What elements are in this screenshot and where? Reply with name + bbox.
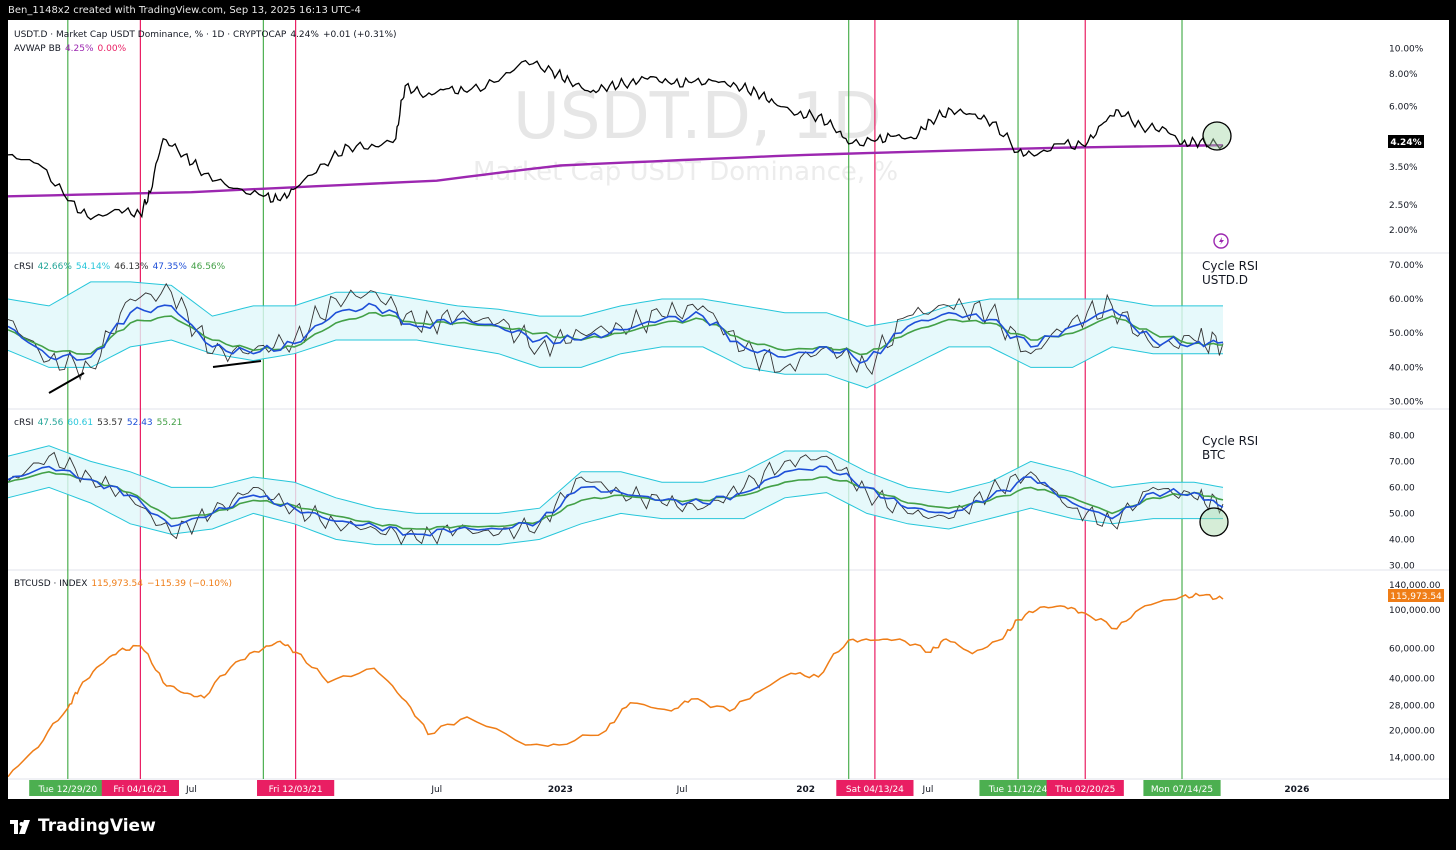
trendline-drawing[interactable]	[212, 360, 262, 368]
date-badge-label: Fri 12/03/21	[269, 785, 323, 795]
y-tick-label: 70.00	[1389, 457, 1415, 467]
y-tick-label: 30.00	[1389, 561, 1415, 571]
vertical-markers	[67, 20, 1183, 779]
date-badge	[101, 780, 179, 796]
crsi-btc-pane: 80.00 70.00 60.00 50.00 40.00 30.00	[7, 431, 1415, 571]
btc-pane: 140,000.00 100,000.00 60,000.00 40,000.00 28…	[7, 581, 1441, 778]
x-tick-label: 2023	[548, 785, 573, 795]
y-tick-label: 50.00	[1389, 509, 1415, 519]
crsi-fast-line	[7, 465, 1224, 537]
y-tick-label: 80.00	[1389, 431, 1415, 441]
y-tick-label: 20,000.00	[1389, 727, 1435, 737]
x-tick-label: Jul	[430, 785, 442, 795]
crsi-slow-line	[7, 311, 1224, 356]
date-badge-label: Fri 04/16/21	[113, 785, 167, 795]
x-axis: Jul Jul 2023 Jul 202 Jul 2026 Tue 12/29/20 Fri 0…	[29, 780, 1309, 796]
btc-legend: BTCUSD · INDEX 115,973.54 −115.39 (−0.10%)	[14, 579, 232, 589]
x-tick-label: Jul	[922, 785, 934, 795]
y-tick-label: 2.50%	[1389, 201, 1418, 211]
crsi-upper-band	[7, 281, 1223, 327]
x-tick-label: Jul	[185, 785, 197, 795]
x-tick-label: 2026	[1284, 785, 1309, 795]
crsi-lower-band	[7, 486, 1223, 546]
crsi-upper-band	[7, 445, 1224, 514]
x-tick-label: 202	[796, 785, 815, 795]
date-badge	[836, 780, 914, 796]
date-badge-label: Mon 07/14/25	[1151, 785, 1213, 795]
crsi-line	[7, 282, 1224, 381]
svg-text:4.24%: 4.24%	[1390, 138, 1421, 148]
y-tick-label: 40.00	[1389, 535, 1415, 545]
alert-icon[interactable]	[1213, 233, 1229, 249]
highlight-circle[interactable]	[1199, 507, 1229, 537]
y-tick-label: 60.00	[1389, 483, 1415, 493]
tradingview-logo: TradingView	[10, 816, 156, 836]
dominance-legend: USDT.D · Market Cap USDT Dominance, % · …	[14, 30, 397, 40]
trendline-drawing[interactable]	[48, 372, 85, 394]
date-badge	[1046, 780, 1124, 796]
svg-text:115,973.54: 115,973.54	[1390, 592, 1442, 602]
y-tick-label: 50.00%	[1389, 329, 1424, 339]
crsi-btc-legend: cRSI 47.56 60.61 53.57 52.43 55.21	[14, 418, 182, 428]
crsi-usdt-legend: cRSI 42.66% 54.14% 46.13% 47.35% 46.56%	[14, 262, 226, 272]
dominance-line	[7, 59, 1224, 221]
crsi-usdt-pane: 70.00% 60.00% 50.00% 40.00% 30.00%	[7, 261, 1424, 408]
y-tick-label: 6.00%	[1389, 102, 1418, 112]
creator-header: Ben_1148x2 created with TradingView.com,…	[8, 5, 361, 16]
y-tick-label: 60,000.00	[1389, 644, 1435, 654]
btc-line	[7, 592, 1224, 778]
y-tick-label: 40.00%	[1389, 363, 1424, 373]
crsi-band-fill	[8, 281, 1223, 388]
date-badge	[979, 780, 1057, 796]
chart-area: USDT.D, 1D Market Cap USDT Dominance, % …	[7, 20, 1449, 799]
cycle-rsi-usdt-label: Cycle RSI USTD.D	[1202, 259, 1258, 287]
y-tick-label: 40,000.00	[1389, 675, 1435, 685]
watermark-symbol: USDT.D, 1D	[513, 80, 882, 154]
date-badge-label: Sat 04/13/24	[846, 785, 904, 795]
date-badge-label: Thu 02/20/25	[1054, 785, 1115, 795]
y-tick-label: 8.00%	[1389, 70, 1418, 80]
btc-price-badge: 115,973.54	[1388, 589, 1444, 602]
dominance-price-badge: 4.24%	[1388, 135, 1424, 148]
chart-svg: USDT.D, 1D Market Cap USDT Dominance, % …	[7, 20, 1449, 796]
date-badge	[29, 780, 107, 796]
y-tick-label: 140,000.00	[1389, 581, 1441, 591]
y-tick-label: 3.50%	[1389, 163, 1418, 173]
tradingview-logo-icon	[10, 819, 32, 834]
y-tick-label: 30.00%	[1389, 398, 1424, 408]
date-badge-label: Tue 12/29/20	[37, 785, 97, 795]
date-badge-label: Tue 11/12/24	[988, 785, 1048, 795]
date-badge	[1143, 780, 1221, 796]
y-tick-label: 28,000.00	[1389, 701, 1435, 711]
x-tick-label: Jul	[676, 785, 688, 795]
y-tick-label: 100,000.00	[1389, 606, 1441, 616]
y-tick-label: 60.00%	[1389, 295, 1424, 305]
date-badge	[257, 780, 335, 796]
crsi-fast-line	[7, 302, 1224, 364]
y-tick-label: 14,000.00	[1389, 753, 1435, 763]
y-tick-label: 2.00%	[1389, 226, 1418, 236]
highlight-circle[interactable]	[1202, 121, 1232, 151]
y-tick-label: 10.00%	[1389, 45, 1424, 55]
y-tick-label: 70.00%	[1389, 261, 1424, 271]
tradingview-logo-text: TradingView	[38, 816, 156, 836]
cycle-rsi-btc-label: Cycle RSI BTC	[1202, 434, 1258, 462]
avwap-legend: AVWAP BB 4.25% 0.00%	[14, 44, 127, 54]
watermark-name: Market Cap USDT Dominance, %	[473, 157, 898, 187]
